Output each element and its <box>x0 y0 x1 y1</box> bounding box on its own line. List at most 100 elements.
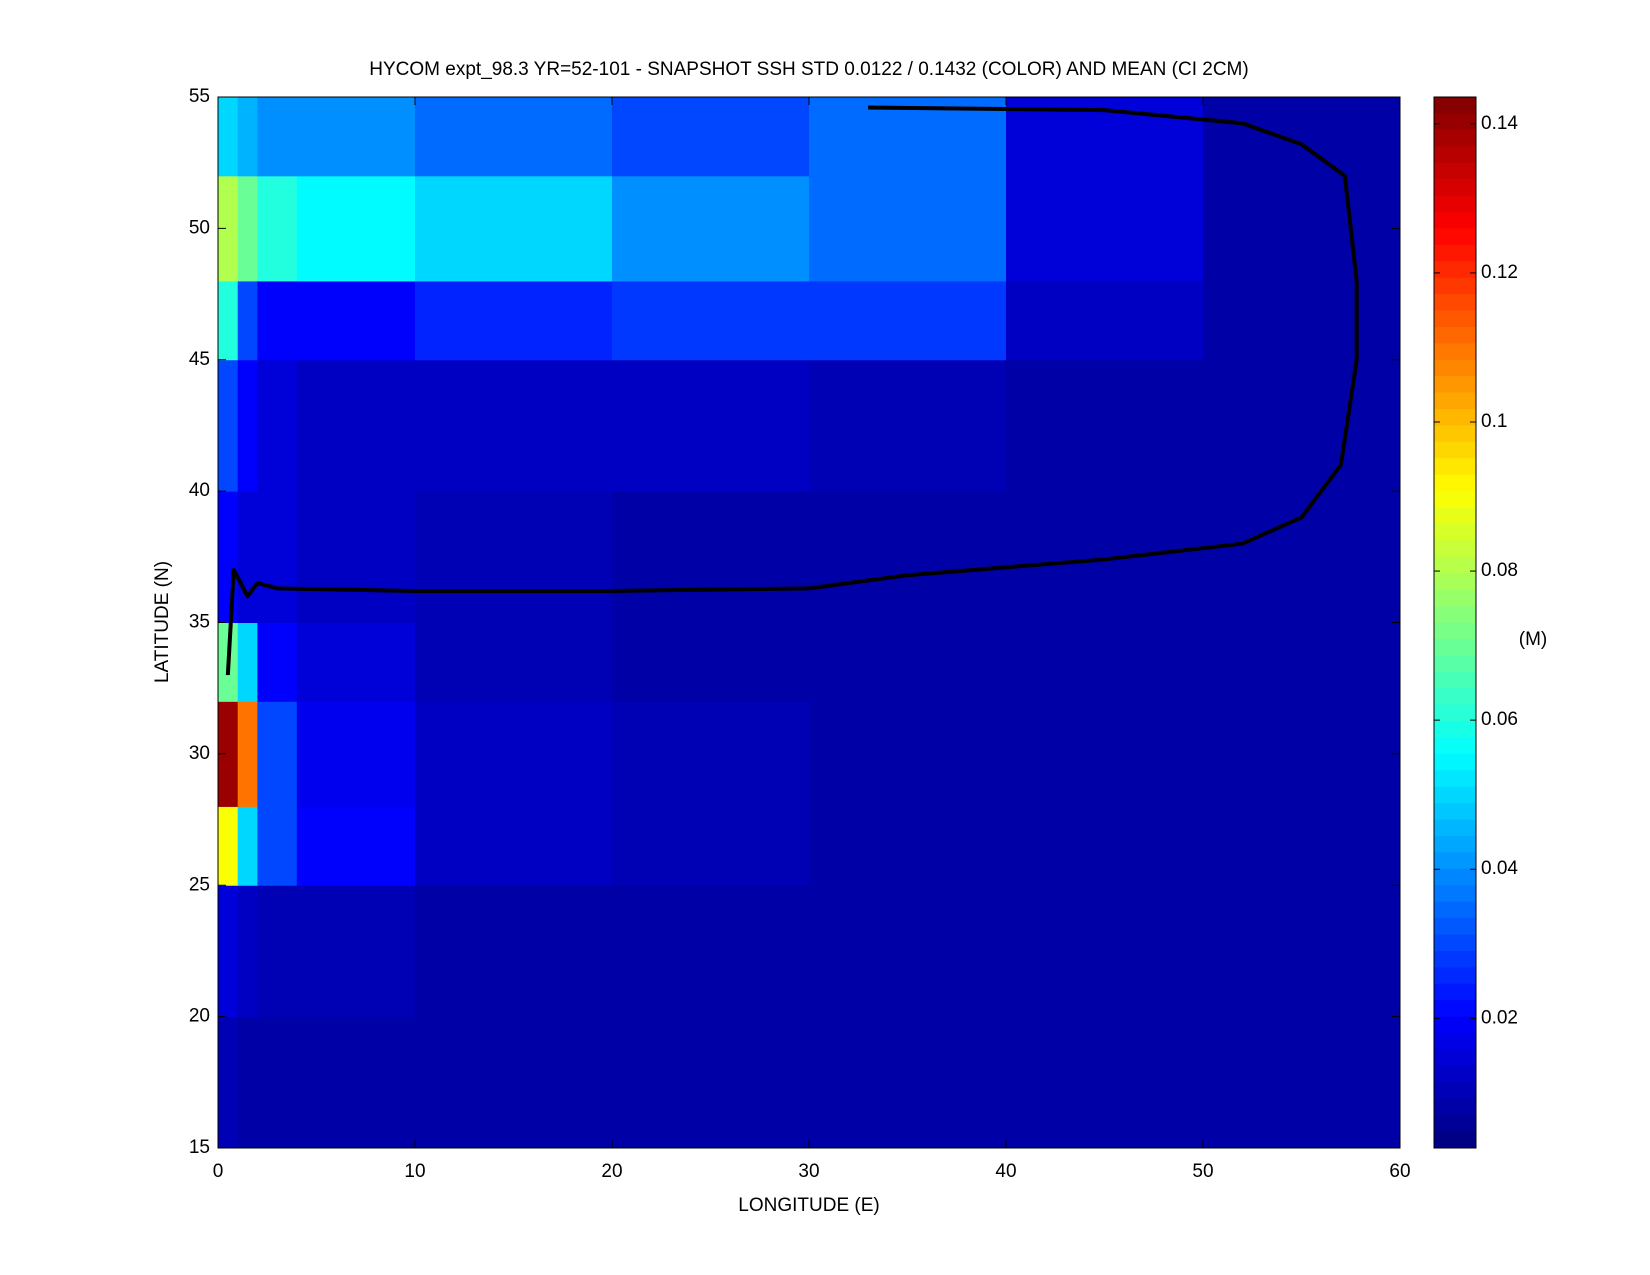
colorbar-swatch <box>1434 425 1476 443</box>
heat-cell <box>612 359 810 492</box>
heat-cell <box>257 1016 298 1149</box>
colorbar-swatch <box>1434 129 1476 147</box>
heat-cell <box>237 491 258 623</box>
colorbar-swatch <box>1434 918 1476 936</box>
heat-cell <box>415 885 613 1018</box>
colorbar-tick-label: 0.1 <box>1481 411 1507 432</box>
heat-cell <box>415 280 613 361</box>
heat-cell <box>218 97 239 177</box>
colorbar-swatch <box>1434 786 1476 804</box>
heat-cell <box>1203 622 1401 702</box>
x-tick-label: 20 <box>601 1161 622 1182</box>
x-tick-label: 50 <box>1192 1161 1213 1182</box>
heat-cell <box>237 175 258 282</box>
colorbar-swatch <box>1434 1000 1476 1018</box>
colorbar-swatch <box>1434 983 1476 1001</box>
heat-cell <box>218 806 239 886</box>
colorbar-swatch <box>1434 310 1476 328</box>
heat-cell <box>1203 1016 1401 1149</box>
colorbar-swatch <box>1434 885 1476 903</box>
heat-cell <box>809 701 1007 807</box>
heat-cell <box>237 1016 258 1149</box>
colorbar-swatch <box>1434 819 1476 837</box>
colorbar-swatch <box>1434 294 1476 311</box>
colorbar-swatch <box>1434 688 1476 706</box>
heat-cell <box>1006 280 1204 361</box>
heat-cell <box>612 1016 810 1149</box>
colorbar-tick-label: 0.12 <box>1481 262 1518 283</box>
colorbar-swatch <box>1434 261 1476 279</box>
heat-cell <box>415 806 613 886</box>
colorbar-swatch <box>1434 1033 1476 1050</box>
colorbar-swatch <box>1434 1016 1476 1034</box>
colorbar-swatch <box>1434 950 1476 968</box>
colorbar-tick-label: 0.14 <box>1481 113 1518 134</box>
x-axis-label: LONGITUDE (E) <box>738 1195 879 1216</box>
colorbar-swatch <box>1434 1098 1476 1116</box>
heat-cell <box>1203 97 1401 177</box>
colorbar-swatch <box>1434 146 1476 164</box>
y-tick-label: 20 <box>189 1006 210 1027</box>
heat-cell <box>809 622 1007 702</box>
heat-cell <box>218 1016 239 1149</box>
heat-cell <box>1006 701 1204 807</box>
y-tick-label: 55 <box>189 86 210 107</box>
heat-cell <box>257 701 298 807</box>
colorbar-swatch <box>1434 606 1476 623</box>
colorbar-swatch <box>1434 967 1476 985</box>
x-tick-label: 40 <box>995 1161 1016 1182</box>
heat-cell <box>612 175 810 282</box>
heat-cell <box>1203 885 1401 1018</box>
colorbar-frame <box>1433 96 1477 1149</box>
heat-cell <box>257 359 298 492</box>
heat-cell <box>809 280 1007 361</box>
x-tick-label: 60 <box>1389 1161 1410 1182</box>
colorbar-swatch <box>1434 195 1476 213</box>
colorbar-swatch <box>1434 392 1476 410</box>
heat-cell <box>1006 175 1204 282</box>
heat-cell <box>1203 280 1401 361</box>
heat-cell <box>612 280 810 361</box>
heat-cell <box>1006 885 1204 1018</box>
colorbar-swatch <box>1434 1115 1476 1133</box>
heat-cell <box>296 622 416 702</box>
heat-cell <box>809 175 1007 282</box>
heat-cell <box>415 701 613 807</box>
heat-cell <box>296 701 416 807</box>
heat-cell <box>237 280 258 361</box>
colorbar-swatch <box>1434 655 1476 673</box>
colorbar-swatch <box>1434 622 1476 640</box>
y-tick-label: 15 <box>189 1137 210 1158</box>
heat-cell <box>257 806 298 886</box>
colorbar-swatch <box>1434 491 1476 509</box>
y-tick-label: 45 <box>189 349 210 370</box>
colorbar-swatch <box>1434 540 1476 558</box>
heat-cell <box>296 491 416 623</box>
colorbar-swatch <box>1434 868 1476 886</box>
heat-cell <box>237 359 258 492</box>
colorbar-swatch <box>1434 901 1476 919</box>
heat-cell <box>218 491 239 623</box>
colorbar-swatch <box>1434 638 1476 656</box>
colorbar-swatch <box>1434 721 1476 738</box>
heat-cell <box>415 175 613 282</box>
heat-cell <box>1006 806 1204 886</box>
heat-cell <box>237 97 258 177</box>
heat-cell <box>1006 491 1204 623</box>
colorbar-swatch <box>1434 934 1476 952</box>
colorbar-tick-label: 0.08 <box>1481 560 1518 581</box>
heat-cell <box>296 1016 416 1149</box>
colorbar-swatch <box>1434 162 1476 180</box>
colorbar-swatch <box>1434 737 1476 755</box>
colorbar-swatch <box>1434 113 1476 131</box>
heat-cell <box>1203 806 1401 886</box>
heat-cell <box>612 885 810 1018</box>
heat-cell <box>218 701 239 807</box>
heat-cell <box>612 701 810 807</box>
heat-cell <box>1203 701 1401 807</box>
heat-cell <box>415 622 613 702</box>
heat-cell <box>612 806 810 886</box>
colorbar-swatch <box>1434 770 1476 788</box>
colorbar-swatch <box>1434 277 1476 295</box>
